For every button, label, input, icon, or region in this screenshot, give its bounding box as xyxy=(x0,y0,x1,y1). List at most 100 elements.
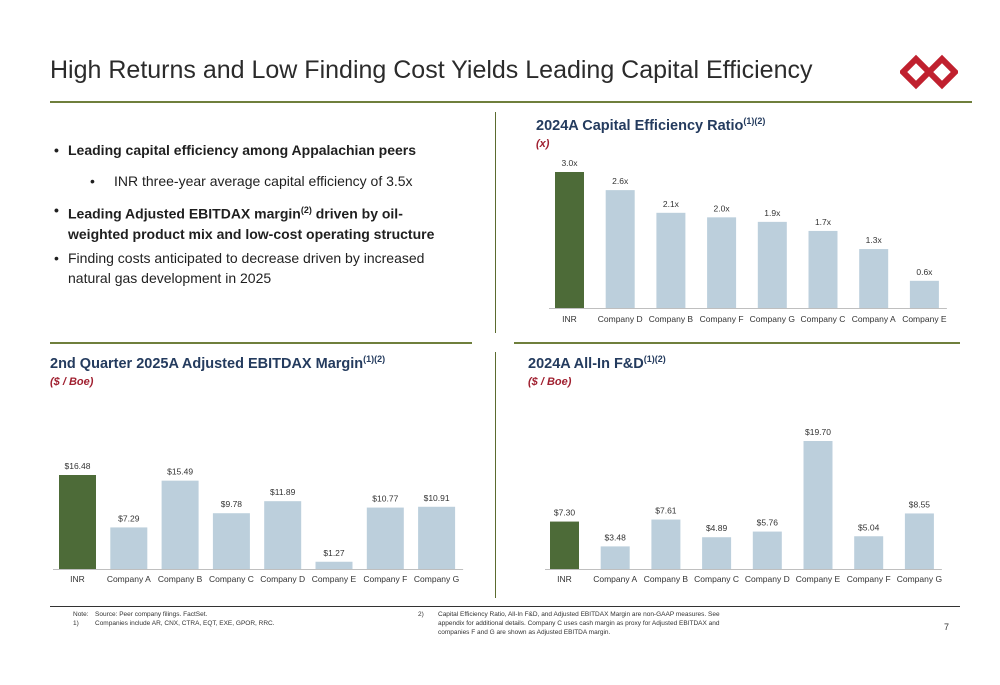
data-label: $9.78 xyxy=(221,499,243,509)
panel-title-text: 2024A All-In F&D xyxy=(528,355,644,372)
data-label: $8.55 xyxy=(909,499,931,509)
all-in-fd-chart: $7.30 INR $3.48 Company A $7.61 Company B $4.8… xyxy=(545,427,942,584)
footnote-text: Source: Peer company filings. FactSet. xyxy=(95,611,208,618)
data-label: $16.48 xyxy=(65,461,91,471)
tick-label: Company B xyxy=(649,314,694,324)
tick-label: Company G xyxy=(897,574,942,584)
bullet-text: weighted product mix and low-cost operat… xyxy=(68,225,435,242)
bar-company-c xyxy=(808,230,838,308)
all-in-fd-title: 2024A All-In F&D(1)(2) xyxy=(528,354,666,372)
bar-company-a xyxy=(600,546,630,569)
bar-company-d xyxy=(752,531,782,569)
footnote-divider xyxy=(50,606,960,607)
diamond-chain-logo-icon xyxy=(900,54,958,90)
left-section-divider xyxy=(50,342,472,344)
vertical-divider-top xyxy=(495,112,496,333)
footnote-text-line: Capital Efficiency Ratio, All-In F&D, an… xyxy=(438,611,720,618)
tick-label: Company B xyxy=(158,574,203,584)
bar-inr xyxy=(550,521,579,569)
all-in-fd-unit: ($ / Boe) xyxy=(528,376,572,388)
data-label: $15.49 xyxy=(167,467,193,477)
page-title: High Returns and Low Finding Cost Yields… xyxy=(50,56,813,84)
bars: $7.30 INR $3.48 Company A $7.61 Company B $4.8… xyxy=(550,427,942,584)
data-label: 1.9x xyxy=(764,208,781,218)
bullet-item: • Leading capital efficiency among Appala… xyxy=(54,142,417,158)
bullet-superscript: (2) xyxy=(300,205,312,215)
tick-label: INR xyxy=(70,574,85,584)
tick-label: Company C xyxy=(209,574,254,584)
bullet-text: Leading capital efficiency among Appalac… xyxy=(68,142,417,158)
tick-label: Company A xyxy=(593,574,637,584)
data-label: $10.77 xyxy=(372,494,398,504)
footnote-text: Capital Efficiency Ratio, All-In F&D, an… xyxy=(438,610,720,637)
bar-company-b xyxy=(651,519,681,569)
footnote-text-line: companies F and G are shown as Adjusted … xyxy=(438,629,611,636)
panel-title-superscript: (1)(2) xyxy=(743,116,766,126)
tick-label: Company G xyxy=(414,574,459,584)
footnote-label: 2) xyxy=(418,611,424,618)
tick-label: Company B xyxy=(644,574,689,584)
bar-company-f xyxy=(366,507,404,569)
tick-label: Company A xyxy=(107,574,151,584)
bar-company-a xyxy=(859,249,889,308)
tick-label: Company F xyxy=(363,574,407,584)
bar-company-e xyxy=(909,280,939,308)
bar-company-e xyxy=(315,561,353,569)
right-section-divider xyxy=(514,342,960,344)
tick-label: Company A xyxy=(852,314,896,324)
ebitdax-margin-title: 2nd Quarter 2025A Adjusted EBITDAX Margi… xyxy=(50,354,385,372)
footnote-line: Note: Source: Peer company filings. FactS… xyxy=(73,610,275,619)
tick-label: Company C xyxy=(801,314,846,324)
bullet-item: • Finding costs anticipated to decrease d… xyxy=(54,250,425,286)
panel-title-text: 2nd Quarter 2025A Adjusted EBITDAX Margi… xyxy=(50,355,364,372)
bars: 3.0x INR 2.6x Company D 2.1x Company B 2.0x Com… xyxy=(555,158,947,324)
footnote-right: 2) Capital Efficiency Ratio, All-In F&D,… xyxy=(418,610,720,637)
bullet-text: INR three-year average capital efficienc… xyxy=(114,173,413,189)
footnote-label: Note: xyxy=(73,611,89,618)
bar-company-c xyxy=(702,537,732,569)
data-label: 0.6x xyxy=(916,267,933,277)
panel-title-superscript: (1)(2) xyxy=(363,354,386,364)
data-label: 2.0x xyxy=(714,203,731,213)
bar-inr xyxy=(555,172,584,308)
tick-label: Company D xyxy=(260,574,305,584)
tick-label: Company F xyxy=(847,574,891,584)
bar-company-d xyxy=(605,190,635,308)
bullet-text: Finding costs anticipated to decrease dr… xyxy=(68,250,425,266)
footnote-line: 2) Capital Efficiency Ratio, All-In F&D,… xyxy=(418,610,720,637)
data-label: $7.30 xyxy=(554,508,576,518)
tick-label: Company E xyxy=(796,574,841,584)
ebitdax-margin-unit: ($ / Boe) xyxy=(50,376,94,388)
tick-label: Company E xyxy=(902,314,947,324)
bar-company-c xyxy=(212,513,250,569)
bar-company-e xyxy=(803,441,833,569)
data-label: $3.48 xyxy=(605,532,627,542)
bar-company-b xyxy=(656,212,686,308)
capital-efficiency-chart: 3.0x INR 2.6x Company D 2.1x Company B 2.0x Com… xyxy=(549,158,947,324)
tick-label: INR xyxy=(562,314,577,324)
footnote-line: 1) Companies include AR, CNX, CTRA, EQT, … xyxy=(73,619,275,628)
ebitdax-margin-chart: $16.48 INR $7.29 Company A $15.49 Company B $9… xyxy=(53,461,464,584)
data-label: $1.27 xyxy=(323,548,345,558)
bullet-text: driven by oil- xyxy=(311,205,403,222)
sub-bullet-item: • INR three-year average capital efficien… xyxy=(90,173,413,189)
tick-label: Company E xyxy=(312,574,357,584)
data-label: $7.61 xyxy=(655,506,677,516)
data-label: $4.89 xyxy=(706,523,728,533)
tick-label: Company C xyxy=(694,574,739,584)
tick-label: Company F xyxy=(700,314,744,324)
data-label: $19.70 xyxy=(805,427,831,437)
bullet-text: natural gas development in 2025 xyxy=(68,270,272,286)
capital-efficiency-title: 2024A Capital Efficiency Ratio(1)(2) xyxy=(536,116,765,134)
bar-company-f xyxy=(707,217,737,308)
tick-label: INR xyxy=(557,574,572,584)
bar-company-g xyxy=(904,513,934,569)
bar-company-g xyxy=(418,506,456,569)
bullet-item: • Leading Adjusted EBITDAX margin(2) driv… xyxy=(54,202,435,242)
tick-label: Company D xyxy=(745,574,790,584)
bar-inr xyxy=(59,475,96,569)
panel-title-text: 2024A Capital Efficiency Ratio xyxy=(536,117,744,134)
footnote-text: Companies include AR, CNX, CTRA, EQT, EX… xyxy=(95,620,275,627)
page-number: 7 xyxy=(944,622,950,632)
bullet-text: Leading Adjusted EBITDAX margin xyxy=(68,205,301,222)
